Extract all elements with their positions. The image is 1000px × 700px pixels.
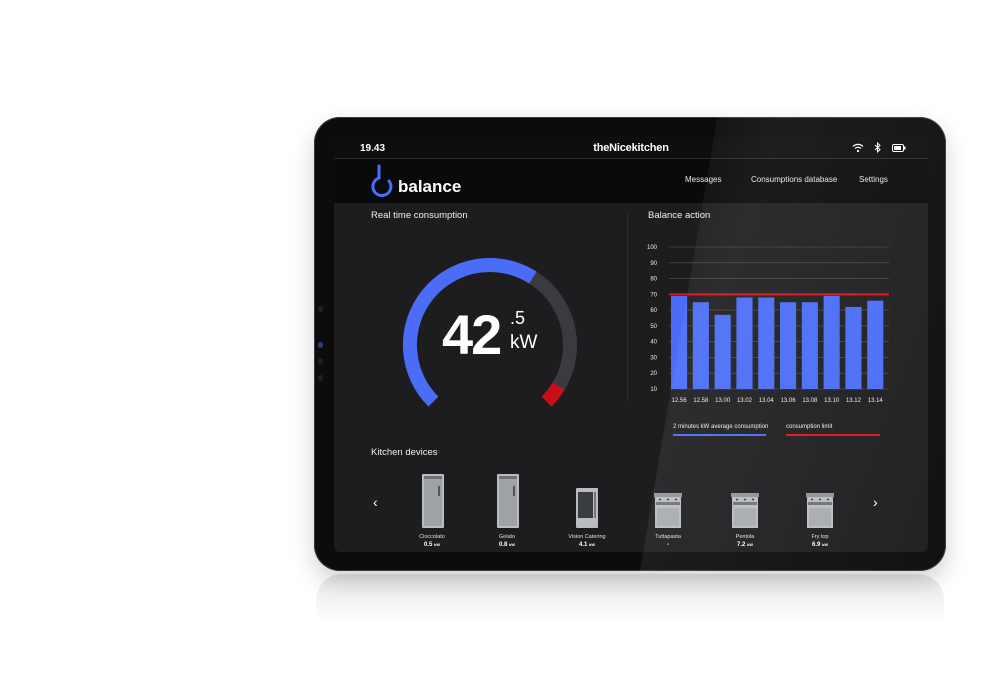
bar-13.00 [714, 314, 731, 389]
bar-12.58 [692, 302, 709, 389]
consumption-gauge [390, 247, 590, 417]
legend-limit-line [786, 434, 880, 436]
combi-oven-icon [576, 488, 598, 528]
device-card[interactable]: Pentola 7.2 kW [715, 472, 775, 548]
bar-13.02 [736, 297, 753, 389]
device-name: Fry top [811, 534, 829, 540]
bar-13.10 [823, 295, 840, 389]
x-tick-label: 13.10 [824, 398, 840, 404]
device-power: 6.9 kW [811, 542, 828, 548]
app-screen: 19.43 theNicekitchen balance [334, 137, 928, 552]
x-tick-label: 12.56 [672, 398, 688, 404]
app-logo[interactable]: balance [370, 164, 461, 202]
x-tick-label: 13.14 [868, 398, 884, 404]
bar-13.14 [867, 300, 884, 389]
y-tick-label: 20 [650, 371, 657, 377]
device-name: Gelato [498, 534, 516, 540]
y-tick-label: 40 [650, 340, 657, 346]
logo-text: balance [398, 177, 462, 196]
tablet-side-button [318, 375, 323, 381]
refrigerator-icon [497, 474, 519, 528]
tablet-side-button [318, 342, 323, 348]
x-tick-label: 12.58 [693, 398, 709, 404]
y-tick-label: 90 [650, 261, 657, 267]
gauge-unit: kW [510, 332, 538, 353]
bar-13.06 [780, 302, 797, 389]
tablet-side-button [318, 306, 323, 312]
device-name: Tuttapasta [655, 534, 681, 540]
range-cooker-icon [806, 493, 834, 528]
x-tick-label: 13.08 [802, 398, 818, 404]
device-card[interactable]: Cioccolato 0.5 kW [402, 472, 462, 548]
y-tick-label: 80 [650, 277, 657, 283]
y-tick-label: 30 [650, 355, 657, 361]
carousel-prev-button[interactable]: ‹ [373, 494, 378, 510]
nav-consumptions-database[interactable]: Consumptions database [751, 175, 838, 184]
device-unit: kW [822, 542, 828, 547]
nav-settings[interactable]: Settings [859, 175, 888, 184]
balance-logo-icon [371, 164, 393, 197]
devices-title: Kitchen devices [371, 447, 438, 458]
battery-icon [892, 143, 906, 152]
device-name: Cioccolato [419, 534, 445, 540]
range-cooker-icon [731, 493, 759, 528]
panel-divider [627, 212, 628, 402]
y-tick-label: 50 [650, 324, 657, 330]
brand-title: theNicekitchen [593, 142, 669, 154]
legend-avg-line [673, 434, 766, 436]
device-unit: kW [747, 542, 753, 547]
tablet-reflection [316, 574, 944, 622]
bar-13.08 [801, 302, 818, 389]
x-tick-label: 13.02 [737, 398, 753, 404]
clock-time: 19.43 [360, 143, 386, 154]
nav-messages[interactable]: Messages [685, 175, 722, 184]
tablet-side-button [318, 358, 323, 364]
device-power: 7.2 kW [736, 542, 753, 548]
y-tick-label: 10 [650, 387, 657, 393]
bluetooth-icon [874, 142, 881, 153]
gauge-value: 42 [442, 303, 502, 366]
bar-13.12 [845, 306, 862, 389]
bar-12.56 [671, 295, 688, 389]
legend-limit-label: consumption limit [786, 424, 833, 430]
gauge-fill [402, 257, 537, 407]
x-tick-label: 13.06 [781, 398, 797, 404]
balance-bar-chart: 10 20 30 40 50 60 70 80 90 100 12.56 12.58 13.00 13.0… [647, 245, 889, 404]
legend-avg-label: 2 minutes kW average consumption [673, 424, 769, 430]
device-unit: kW [509, 542, 515, 547]
gauge-limit-marker [541, 382, 565, 407]
device-unit: kW [434, 542, 440, 547]
device-power: - [667, 542, 669, 548]
device-name: Pentola [735, 534, 755, 540]
y-tick-label: 60 [650, 308, 657, 314]
device-power: 0.8 kW [498, 542, 515, 548]
device-card[interactable]: Vision Catering 4.1 kW [557, 472, 617, 548]
x-tick-label: 13.12 [846, 398, 862, 404]
x-tick-label: 13.04 [759, 398, 775, 404]
gauge-value-decimal: .5 [510, 308, 526, 328]
device-power: 0.5 kW [423, 542, 440, 548]
y-tick-label: 100 [647, 245, 658, 251]
refrigerator-icon [422, 474, 444, 528]
device-power: 4.1 kW [578, 542, 595, 548]
wifi-icon [852, 143, 864, 152]
status-bar: 19.43 theNicekitchen [334, 137, 928, 159]
device-card[interactable]: Tuttapasta - [638, 472, 698, 548]
device-card[interactable]: Fry top 6.9 kW [790, 472, 850, 548]
bar-13.04 [758, 297, 775, 389]
realtime-title: Real time consumption [371, 210, 468, 221]
carousel-next-button[interactable]: › [873, 494, 878, 510]
device-card[interactable]: Gelato 0.8 kW [477, 472, 537, 548]
y-tick-label: 70 [650, 292, 657, 298]
range-cooker-icon [654, 493, 682, 528]
x-tick-label: 13.00 [715, 398, 731, 404]
device-name: Vision Catering [568, 534, 606, 540]
balance-title: Balance action [648, 210, 711, 221]
device-unit: kW [589, 542, 595, 547]
top-navbar: balance Messages Consumptions database S… [334, 159, 928, 203]
